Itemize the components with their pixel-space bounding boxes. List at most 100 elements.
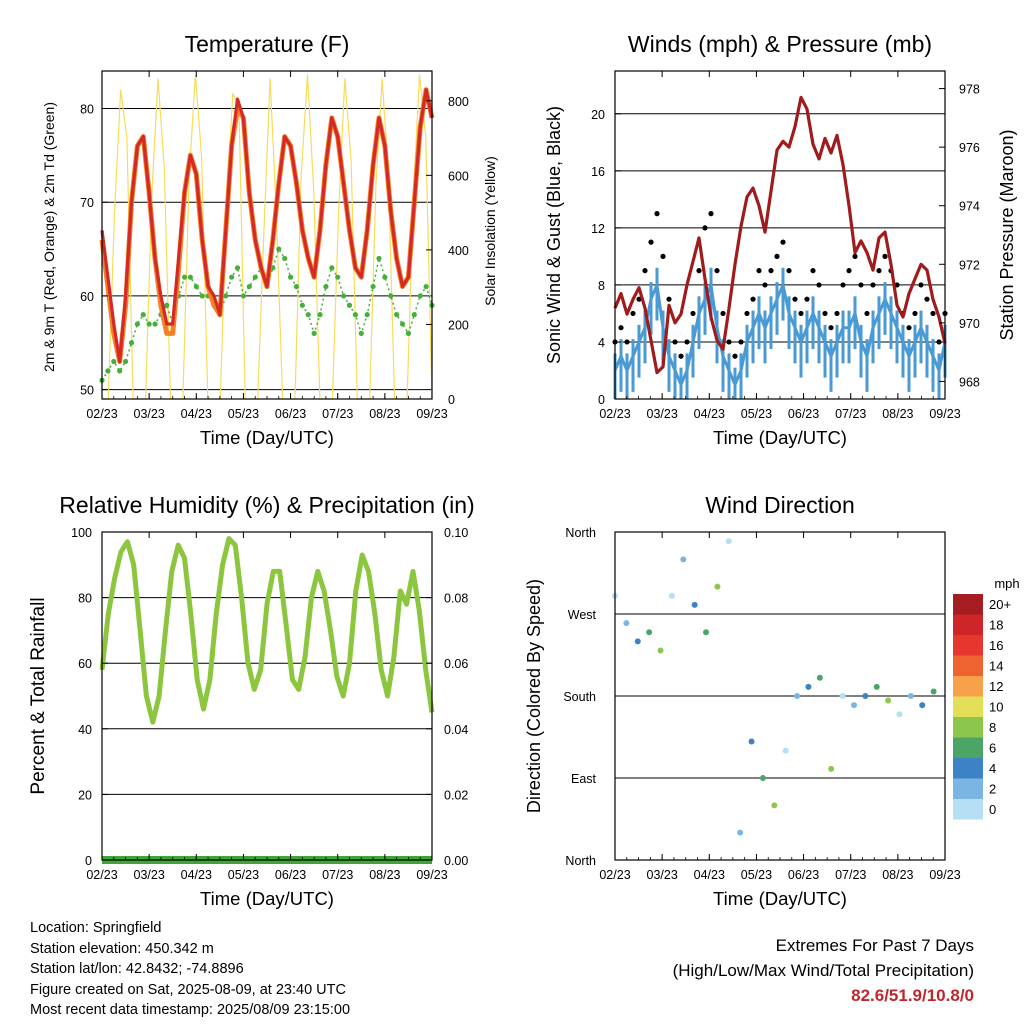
panel3-y2tick-label: 0.06 (444, 657, 468, 671)
panel3-xtick-label: 02/23 (86, 868, 117, 882)
panel2-gust-point (810, 268, 816, 274)
speed-legend-swatch (953, 614, 983, 635)
panel4-direction-point (930, 688, 937, 695)
panel1-xtick-label: 08/23 (369, 407, 400, 421)
panel2-gust-point (936, 339, 942, 345)
speed-legend-label: 12 (989, 679, 1003, 694)
panel2-gust-point (744, 310, 750, 317)
panel2-gust-point (798, 310, 804, 317)
panel4-xtick-label: 05/23 (741, 868, 772, 882)
panel1-title: Temperature (F) (185, 31, 350, 57)
panel1-td-point (187, 274, 193, 280)
panel1 (99, 70, 435, 400)
panel2-gust-point (666, 296, 672, 302)
created-text: Figure created on Sat, 2025-08-09, at 23… (30, 981, 346, 998)
speed-legend-label: 4 (989, 761, 996, 776)
panel1-ytick-label: 60 (80, 290, 94, 304)
panel1-td-point (223, 293, 229, 299)
panel4-direction-point (907, 693, 914, 699)
speed-legend-label: 6 (989, 741, 996, 756)
panel4-xtick-label: 04/23 (694, 868, 725, 882)
panel1-td-point (199, 293, 205, 299)
panel1-xtick-label: 07/23 (322, 407, 353, 421)
panel1-td-point (411, 312, 417, 318)
panel3-xtick-label: 06/23 (275, 868, 306, 882)
panel4-direction-point (839, 693, 846, 699)
panel4-direction-point (828, 765, 835, 772)
panel2-y2tick-label: 974 (959, 200, 980, 214)
panel3-y2tick-label: 0.02 (444, 788, 468, 802)
panel4-direction-point (737, 829, 744, 836)
panel4-direction-point (873, 683, 880, 690)
panel2-ytick-label: 8 (598, 279, 605, 293)
panel4-direction-point (862, 693, 869, 699)
panel1-td-line (101, 247, 433, 381)
panel2-gust-point (726, 339, 732, 345)
panel4-xtick-label: 07/23 (835, 868, 866, 882)
panel3-y2tick-label: 0.04 (444, 723, 468, 737)
panel4-direction-point (759, 775, 766, 781)
panel2-xtick-label: 09/23 (929, 407, 960, 421)
panel2-gust-point (816, 282, 822, 288)
panel2-gust-point (858, 282, 864, 288)
panel2-xtick-label: 06/23 (788, 407, 819, 421)
panel2-xtick-label: 07/23 (835, 407, 866, 421)
panel4-title: Wind Direction (705, 492, 855, 518)
panel2-gust-point (870, 282, 876, 288)
panel2-gust-point (708, 211, 714, 217)
panel1-t2m-line (100, 88, 434, 364)
panel1-xtick-label: 02/23 (86, 407, 117, 421)
panel3-y2tick-label: 0.08 (444, 592, 468, 606)
panel3-xlabel: Time (Day/UTC) (200, 888, 334, 909)
panel3-ytick-label: 60 (78, 657, 92, 671)
panel2-y2tick-label: 968 (959, 375, 980, 389)
panel2-gust-point (762, 282, 768, 288)
panel4-direction-point (805, 683, 812, 690)
panel4-direction-point (691, 601, 698, 608)
panel4-direction-point (634, 638, 641, 645)
panel4-direction-point (657, 647, 664, 654)
panel2-gust-point (930, 310, 936, 317)
panel1-y2tick-label: 400 (448, 244, 469, 258)
panel2-gust-point (702, 225, 708, 231)
panel3-ytick-label: 20 (78, 788, 92, 802)
panel4-direction-point (703, 629, 710, 636)
panel2-ytick-label: 20 (591, 108, 605, 122)
panel3 (99, 531, 435, 864)
panel1-td-point (140, 312, 146, 318)
panel2-gust-point (738, 339, 744, 345)
panel4-direction-point (748, 738, 755, 745)
panel4-ytick-label: East (571, 772, 597, 786)
panel4-direction-point (782, 747, 789, 754)
panel4-direction-point (623, 620, 630, 627)
panel2-gust-point (720, 310, 726, 317)
speed-legend-title: mph (994, 576, 1019, 591)
speed-legend-swatch (953, 799, 983, 820)
panel2-gust-point (924, 296, 930, 302)
panel4-direction-point (885, 697, 892, 704)
panel2-gust-point (912, 310, 918, 317)
panel2-xtick-label: 08/23 (882, 407, 913, 421)
panel2-gust-point (786, 268, 792, 274)
panel4-ytick-label: North (565, 526, 596, 540)
panel1-y2label: Solar Insolation (Yellow) (482, 156, 498, 306)
panel2-gust-point (750, 296, 756, 302)
panel2-gust-point (618, 325, 624, 331)
panel4-direction-point (771, 802, 778, 809)
panel1-ytick-label: 70 (80, 196, 94, 210)
panel4-ytick-label: West (568, 608, 597, 622)
panel2-pressure-line (613, 95, 947, 375)
panel4-direction-point (850, 702, 857, 709)
panel2-y2tick-label: 970 (959, 317, 980, 331)
panel4-ytick-label: North (565, 854, 596, 868)
panel3-frame (101, 531, 433, 861)
panel2-gust-point (696, 268, 702, 274)
speed-legend-swatch (953, 737, 983, 758)
panel3-y2tick-label: 0.00 (444, 854, 468, 868)
panel2-gust-point (768, 268, 774, 274)
extremes-box: Extremes For Past 7 Days (High/Low/Max W… (673, 933, 974, 1008)
panel2-y2label: Station Pressure (Maroon) (997, 129, 1017, 340)
panel2-ytick-label: 12 (591, 222, 605, 236)
panel1-td-point (282, 255, 288, 262)
